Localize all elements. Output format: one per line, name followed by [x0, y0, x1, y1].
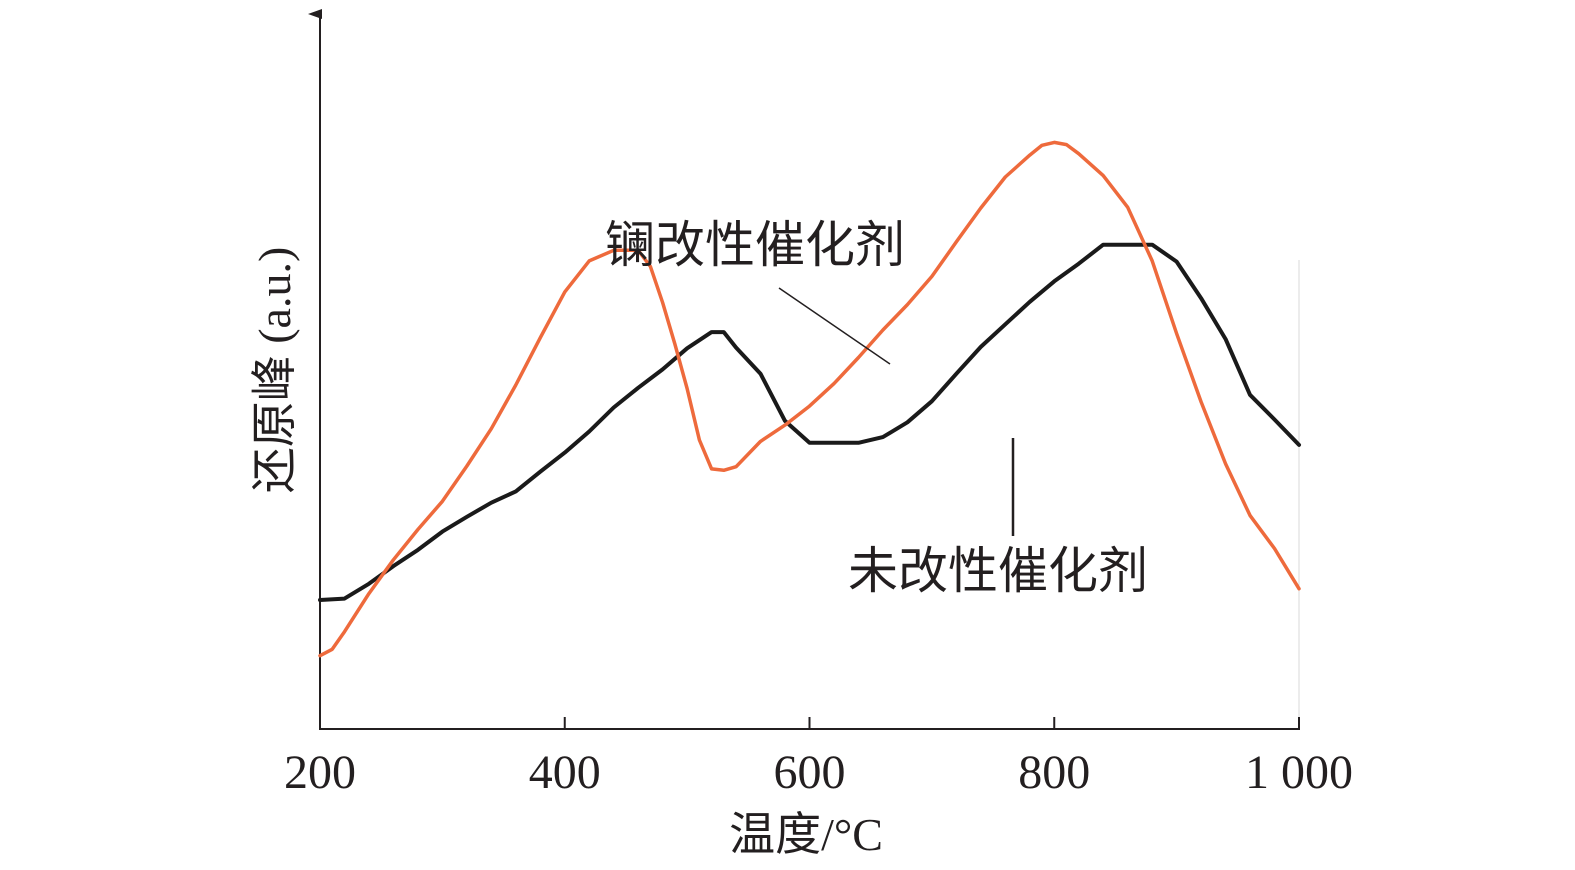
x-axis-ticks: 200 400 600 800 1 000	[284, 717, 1353, 799]
annotation-unmodified: 未改性催化剂	[848, 543, 1148, 599]
x-tick-label-1000: 1 000	[1245, 746, 1353, 799]
x-tick-label-600: 600	[774, 746, 846, 799]
series-lines	[318, 140, 1301, 658]
x-tick-label-400: 400	[529, 746, 601, 799]
series-line-unmodified	[318, 242, 1301, 602]
x-tick-label-800: 800	[1018, 746, 1090, 799]
y-axis-title: 还原峰 (a.u.)	[249, 247, 300, 494]
annotation-lanthanum-modified: 镧改性催化剂	[605, 217, 905, 273]
x-axis-title: 温度/°C	[729, 809, 883, 860]
series-line-lanthanum-modified	[318, 140, 1301, 658]
leader-line-lanthanum	[778, 287, 891, 365]
x-tick-label-200: 200	[284, 746, 356, 799]
